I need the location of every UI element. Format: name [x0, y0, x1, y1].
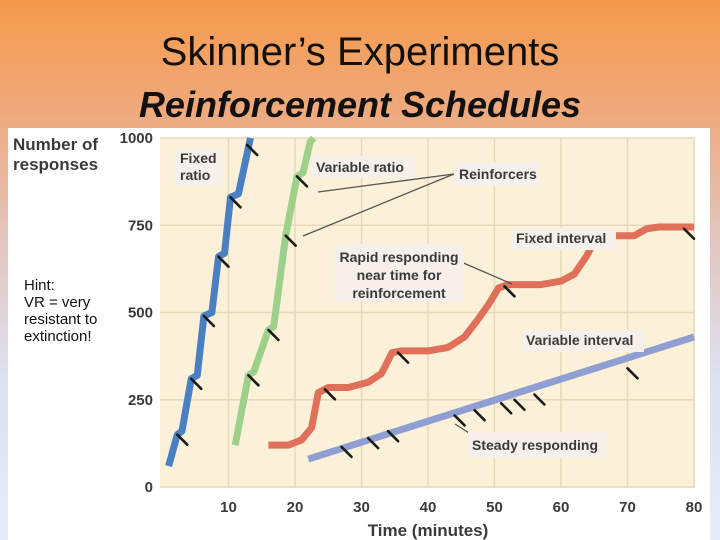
y-tick-label: 1000 — [120, 130, 153, 147]
reinforcer-mark — [682, 227, 696, 241]
annotation-rapid-responding: Rapid responding — [340, 249, 459, 265]
hint-line: Hint: — [24, 277, 55, 294]
reinforcer-mark — [386, 429, 400, 443]
reinforcer-mark — [247, 374, 260, 387]
series-label-fixed-ratio: Fixed — [180, 150, 217, 166]
reinforcer-mark — [626, 367, 639, 380]
series-line-variable-ratio — [231, 135, 317, 446]
y-axis-title: Number of — [13, 135, 98, 154]
y-tick-label: 750 — [128, 217, 153, 234]
hint-line: extinction! — [24, 328, 92, 345]
y-tick-label: 500 — [128, 305, 153, 322]
x-tick-label: 20 — [287, 499, 304, 516]
series-line-variable-interval — [307, 333, 696, 463]
reinforcer-mark — [267, 328, 280, 342]
series-line-fixed-ratio — [165, 137, 254, 467]
reinforcer-mark — [396, 351, 410, 364]
reinforcer-mark — [175, 433, 189, 446]
annotation-steady-responding: Steady responding — [472, 437, 598, 453]
reinforcer-mark — [284, 234, 297, 248]
y-tick-label: 0 — [145, 479, 153, 496]
annotation-pointer — [317, 173, 455, 193]
x-tick-label: 70 — [619, 499, 636, 516]
x-tick-label: 50 — [486, 499, 503, 516]
series-label-variable-interval: Variable interval — [526, 332, 633, 348]
reinforcer-mark — [202, 314, 216, 328]
annotation-rapid-responding: reinforcement — [352, 285, 446, 301]
series-label-variable-ratio: Variable ratio — [316, 159, 404, 175]
x-axis-title: Time (minutes) — [368, 521, 489, 540]
reinforcer-mark — [533, 393, 546, 406]
hint-line: VR = very — [24, 294, 91, 311]
reinforcer-mark — [366, 436, 380, 450]
x-tick-label: 30 — [353, 499, 370, 516]
hint-line: resistant to — [24, 311, 98, 328]
annotation-rapid-responding: near time for — [357, 267, 442, 283]
reinforcer-mark — [295, 175, 309, 188]
annotation-steady-responding-box — [468, 432, 606, 458]
reinforcer-mark — [499, 401, 513, 415]
annotation-pointer — [302, 173, 455, 237]
x-tick-label: 10 — [220, 499, 237, 516]
x-tick-label: 40 — [420, 499, 437, 516]
annotation-rapid-responding-box — [334, 244, 464, 302]
reinforcer-mark — [473, 408, 486, 422]
series-label-variable-interval-box — [522, 330, 644, 352]
annotation-reinforcers: Reinforcers — [459, 166, 537, 182]
series-label-fixed-ratio-box — [174, 148, 222, 186]
y-tick-label: 250 — [128, 392, 153, 409]
x-tick-label: 80 — [686, 499, 703, 516]
x-tick-label: 60 — [553, 499, 570, 516]
reinforcer-mark — [323, 387, 337, 401]
hint-box: Hint: VR = very resistant to extinction! — [24, 277, 124, 345]
series-label-variable-ratio-box — [312, 156, 416, 178]
reinforcer-mark — [229, 196, 242, 209]
series-label-fixed-interval: Fixed interval — [516, 230, 606, 246]
slide-subtitle: Reinforcement Schedules — [138, 84, 582, 125]
reinforcer-mark — [503, 285, 516, 298]
reinforcer-mark — [513, 398, 526, 412]
slide-title: Skinner’s Experiments — [160, 30, 560, 74]
reinforcer-mark — [245, 143, 259, 157]
series-label-fixed-ratio: ratio — [180, 167, 210, 183]
reinforcer-mark — [189, 377, 203, 391]
reinforcer-mark — [453, 414, 466, 427]
y-axis-title: responses — [13, 155, 98, 174]
series-label-fixed-interval-box — [512, 228, 616, 250]
reinforcer-mark — [217, 255, 230, 268]
annotation-reinforcers-box — [454, 162, 540, 186]
reinforcer-mark — [340, 445, 353, 459]
